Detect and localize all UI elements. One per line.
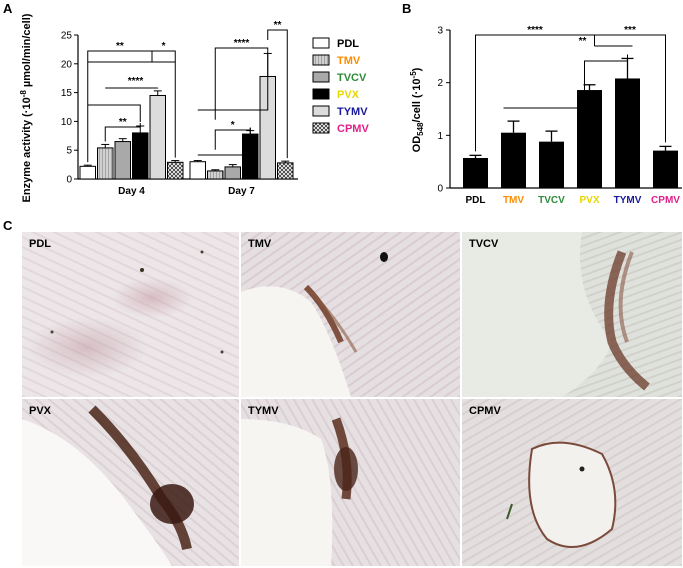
micrograph-pdl-art bbox=[50, 250, 224, 354]
chart-a-sig-bracket bbox=[214, 127, 251, 150]
legend-swatch bbox=[312, 122, 330, 134]
chart-a-sig-bracket bbox=[104, 123, 141, 142]
legend-label: TMV bbox=[337, 55, 361, 67]
figure-panel-a: A Enzyme activity (·10-8 µmol/min/cell) … bbox=[3, 1, 369, 202]
micrograph-label: TYMV bbox=[248, 405, 279, 417]
legend-swatch bbox=[312, 88, 330, 100]
micrograph-label: PVX bbox=[29, 405, 52, 417]
chart-a-sig-line bbox=[197, 50, 269, 111]
chart-a-sig-bracket bbox=[151, 50, 176, 158]
chart-a-category-label: Day 4 bbox=[118, 186, 145, 197]
chart-a-ytick-label: 15 bbox=[61, 88, 73, 99]
legend-label: PVX bbox=[337, 89, 360, 101]
chart-a-bar bbox=[167, 161, 184, 180]
chart-a-bar bbox=[97, 147, 114, 180]
chart-a-sig-line bbox=[197, 127, 251, 156]
chart-a-bar bbox=[224, 166, 241, 180]
chart-b-category-label: PVX bbox=[579, 195, 599, 206]
chart-a-sig-label: **** bbox=[128, 76, 144, 87]
micrograph-tvcv-art bbox=[462, 232, 650, 397]
legend-swatch bbox=[312, 71, 330, 83]
micrograph-label: TVCV bbox=[469, 238, 499, 250]
chart-b-category-label: TVCV bbox=[538, 195, 565, 206]
micrograph-label: PDL bbox=[29, 238, 51, 250]
micrograph-label: CPMV bbox=[469, 405, 501, 417]
chart-a-ytick-label: 25 bbox=[61, 31, 73, 42]
chart-a-ylabel: Enzyme activity (·10-8 µmol/min/cell) bbox=[19, 13, 33, 202]
chart-b-ytick-label: 1 bbox=[437, 131, 443, 142]
chart-b-sig-label: ** bbox=[579, 36, 587, 47]
chart-b-ytick-label: 2 bbox=[437, 78, 443, 89]
chart-a-bar bbox=[207, 170, 224, 180]
chart-a-ytick-label: 10 bbox=[61, 117, 73, 128]
chart-b-category-label: TYMV bbox=[614, 195, 642, 206]
legend-swatch bbox=[312, 105, 330, 117]
chart-a-sig-bracket bbox=[267, 29, 288, 159]
chart-b-bar bbox=[501, 132, 526, 188]
micrograph-cpmv: CPMV bbox=[462, 399, 682, 566]
chart-a-ytick-label: 5 bbox=[66, 146, 72, 157]
micrograph-tymv: TYMV bbox=[241, 399, 460, 566]
chart-a-ytick-label: 0 bbox=[66, 175, 72, 186]
chart-a-sig-bracket-label: **** bbox=[234, 38, 250, 49]
chart-b-sig-bracket-label: **** bbox=[527, 25, 543, 36]
micrograph-tymv-art bbox=[241, 417, 358, 566]
legend-swatch bbox=[312, 37, 330, 49]
panel-letter-b: B bbox=[402, 1, 411, 16]
chart-b-sig-bracket bbox=[594, 34, 666, 143]
chart-b-ytick-label: 3 bbox=[437, 26, 443, 37]
chart-a-ytick-label: 20 bbox=[61, 59, 73, 70]
chart-a-bar bbox=[132, 132, 149, 180]
micrograph-tvcv: TVCV bbox=[462, 232, 682, 397]
chart-b-bar bbox=[615, 78, 640, 188]
legend-label: CPMV bbox=[337, 123, 369, 135]
chart-a-sig-line bbox=[87, 104, 141, 123]
chart-b-bar bbox=[577, 90, 602, 188]
chart-a-bar bbox=[149, 94, 166, 180]
micrograph-pvx: PVX bbox=[22, 399, 239, 566]
chart-b-sig-line bbox=[513, 54, 628, 109]
chart-b-category-label: PDL bbox=[466, 195, 486, 206]
legend-label: TYMV bbox=[337, 106, 368, 118]
legend-swatch bbox=[312, 54, 330, 66]
chart-a-sig-bracket bbox=[214, 47, 269, 120]
chart-b-sig-bracket-label: *** bbox=[624, 25, 636, 36]
chart-a-bar bbox=[114, 141, 131, 180]
chart-b-bar bbox=[539, 141, 564, 188]
micrograph-pvx-art bbox=[22, 405, 194, 566]
micrograph-grid: PDL TMV TVCV PVX TYMV bbox=[22, 232, 682, 566]
chart-a-legend: PDL TMV TVCV PVX TYMV CPMV bbox=[312, 37, 369, 135]
chart-b-ylabel: OD548/cell (·10-5) bbox=[409, 67, 425, 152]
micrograph-cpmv-art bbox=[506, 441, 617, 548]
legend-label: TVCV bbox=[337, 72, 367, 84]
chart-a-category-label: Day 7 bbox=[228, 186, 255, 197]
micrograph-tmv-art bbox=[241, 252, 388, 397]
panel-letter-a: A bbox=[3, 1, 13, 16]
micrograph-pdl: PDL bbox=[22, 232, 239, 397]
chart-a-sig-bracket-label: ** bbox=[119, 117, 127, 128]
micrograph-label: TMV bbox=[248, 238, 272, 250]
chart-a-sig-bracket-label: * bbox=[162, 41, 166, 52]
chart-b-bar bbox=[653, 150, 678, 188]
chart-a-sig-bracket-label: * bbox=[231, 120, 235, 131]
chart-a-bar bbox=[189, 161, 206, 180]
chart-a-sig-bracket-label: ** bbox=[116, 41, 124, 52]
panel-letter-c: C bbox=[3, 218, 13, 233]
chart-b-category-label: CPMV bbox=[651, 195, 680, 206]
chart-b-bar bbox=[463, 157, 488, 188]
micrograph-tmv: TMV bbox=[241, 232, 460, 397]
chart-a-bar bbox=[79, 165, 96, 180]
chart-b-category-label: TMV bbox=[503, 195, 524, 206]
legend-label: PDL bbox=[337, 38, 359, 50]
chart-b-ytick-label: 0 bbox=[437, 184, 443, 195]
figure-panel-b: B OD548/cell (·10-5) 0 1 2 3 PDL TMV TVCV PVX TY… bbox=[402, 1, 682, 206]
chart-a-sig-bracket-label: ** bbox=[274, 20, 282, 31]
chart-a-bar bbox=[277, 162, 294, 180]
chart-b-sig-bracket bbox=[475, 34, 595, 152]
